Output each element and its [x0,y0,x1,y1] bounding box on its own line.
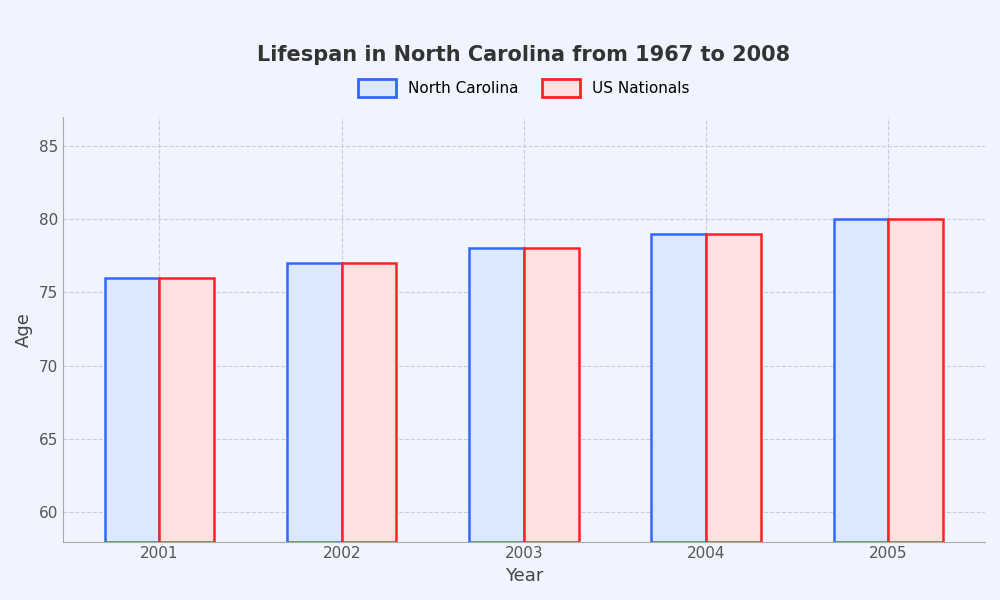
X-axis label: Year: Year [505,567,543,585]
Bar [834,219,888,542]
Bar [888,219,943,542]
Y-axis label: Age: Age [15,311,33,347]
Bar [287,263,342,542]
Bar [159,278,214,542]
Title: Lifespan in North Carolina from 1967 to 2008: Lifespan in North Carolina from 1967 to … [257,45,790,65]
Legend: North Carolina, US Nationals: North Carolina, US Nationals [352,73,696,103]
Bar [524,248,579,542]
Bar [651,234,706,542]
Bar [706,234,761,542]
Bar [469,248,524,542]
Bar [342,263,396,542]
Bar [105,278,159,542]
